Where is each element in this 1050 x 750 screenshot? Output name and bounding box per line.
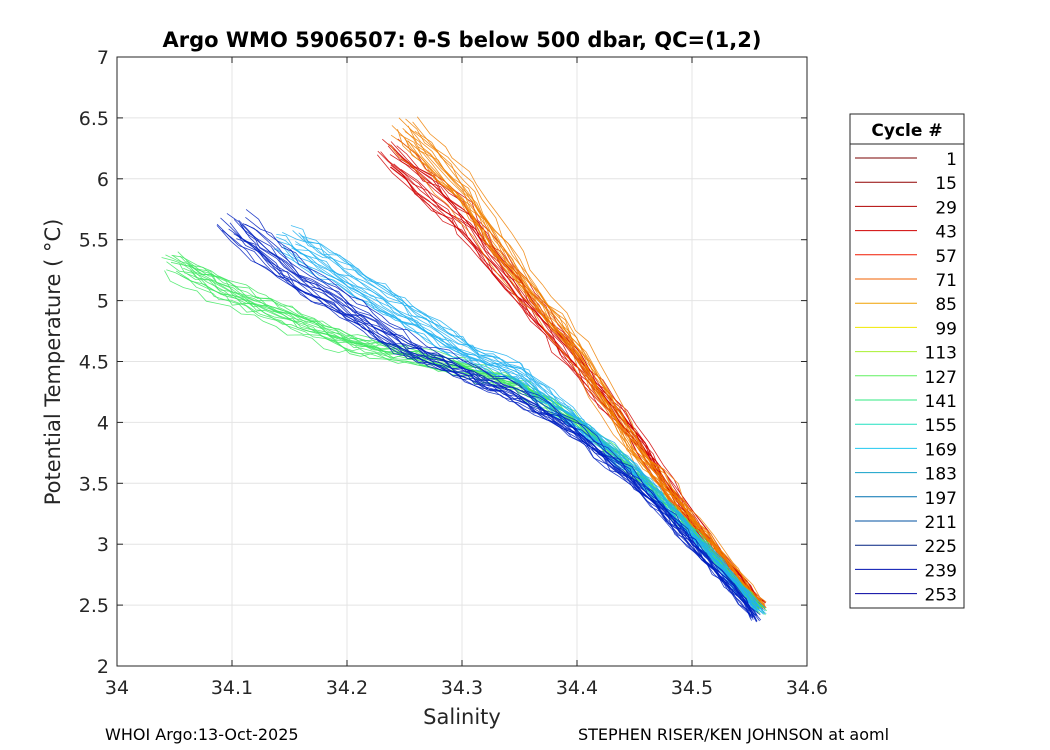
legend-label: 127 <box>925 368 957 388</box>
profile-line <box>175 270 765 609</box>
profile-line <box>282 232 763 611</box>
footer-authors: STEPHEN RISER/KEN JOHNSON at aoml <box>578 725 890 744</box>
profile-lines <box>161 116 768 623</box>
y-tick-label: 2 <box>97 656 109 678</box>
footer-credit: WHOI Argo:13-Oct-2025 <box>105 725 299 744</box>
legend-label: 57 <box>935 247 957 267</box>
x-tick-label: 34.1 <box>211 677 253 699</box>
y-tick-label: 4 <box>97 412 109 434</box>
y-tick-label: 6.5 <box>79 108 109 130</box>
y-tick-label: 5 <box>97 291 109 313</box>
legend-label: 85 <box>935 295 957 315</box>
profile-line <box>400 168 766 604</box>
legend-label: 211 <box>925 513 957 533</box>
y-tick-label: 7 <box>97 47 109 69</box>
profile-line <box>216 223 752 616</box>
profile-line <box>245 216 762 621</box>
x-tick-label: 34.3 <box>441 677 483 699</box>
y-tick-label: 5.5 <box>79 230 109 252</box>
legend-label: 155 <box>925 416 957 436</box>
profile-line <box>416 116 766 608</box>
profile-line <box>245 223 760 622</box>
x-tick-label: 34.5 <box>671 677 713 699</box>
y-axis-ticks: 2 2.5 3 3.5 4 4.5 5 5.5 6 6.5 7 <box>79 47 807 678</box>
profile-line <box>407 140 765 606</box>
profile-line <box>188 264 759 607</box>
profile-line <box>245 209 751 619</box>
x-tick-label: 34.6 <box>786 677 828 699</box>
legend-label: 141 <box>925 392 957 412</box>
legend-label: 113 <box>925 344 957 364</box>
profile-line <box>226 213 758 616</box>
legend-title: Cycle # <box>871 121 942 141</box>
x-axis-label: Salinity <box>423 705 501 729</box>
x-tick-label: 34.4 <box>556 677 598 699</box>
profile-line <box>229 222 758 622</box>
legend-entries: 1 15 29 43 57 71 85 99 113 127 141 155 169 183 197 211 2… <box>855 150 957 606</box>
legend-label: 71 <box>935 271 957 291</box>
legend-label: 225 <box>925 537 957 557</box>
profile-line <box>407 125 757 608</box>
profile-line <box>414 130 766 605</box>
y-tick-label: 3 <box>97 534 109 556</box>
legend-label: 239 <box>925 561 957 581</box>
legend-label: 183 <box>925 465 957 485</box>
y-tick-label: 2.5 <box>79 595 109 617</box>
profile-line <box>405 118 759 607</box>
profile-line <box>275 236 758 613</box>
x-axis-ticks: 34 34.1 34.2 34.3 34.4 34.5 34.6 <box>105 57 828 699</box>
y-axis-label: Potential Temperature ( °C) <box>41 219 65 506</box>
x-tick-label: 34.2 <box>326 677 368 699</box>
legend-label: 29 <box>935 198 957 218</box>
legend-label: 1 <box>946 150 957 170</box>
y-tick-label: 6 <box>97 169 109 191</box>
chart-title: Argo WMO 5906507: θ-S below 500 dbar, QC… <box>163 28 762 52</box>
legend-label: 253 <box>925 586 957 606</box>
profile-line <box>391 125 767 609</box>
profile-line <box>398 117 767 603</box>
legend-box <box>849 113 965 609</box>
legend-label: 169 <box>925 440 957 460</box>
legend: Cycle # 1 15 29 43 57 71 85 99 113 127 141 155 169 18… <box>849 113 965 609</box>
profile-line <box>410 129 765 605</box>
y-tick-label: 4.5 <box>79 352 109 374</box>
x-tick-label: 34 <box>105 677 129 699</box>
legend-label: 197 <box>925 489 957 509</box>
legend-label: 99 <box>935 319 957 339</box>
y-tick-label: 3.5 <box>79 473 109 495</box>
legend-label: 15 <box>935 174 957 194</box>
legend-label: 43 <box>935 223 957 243</box>
series-band <box>216 209 762 623</box>
profile-line <box>404 131 758 602</box>
